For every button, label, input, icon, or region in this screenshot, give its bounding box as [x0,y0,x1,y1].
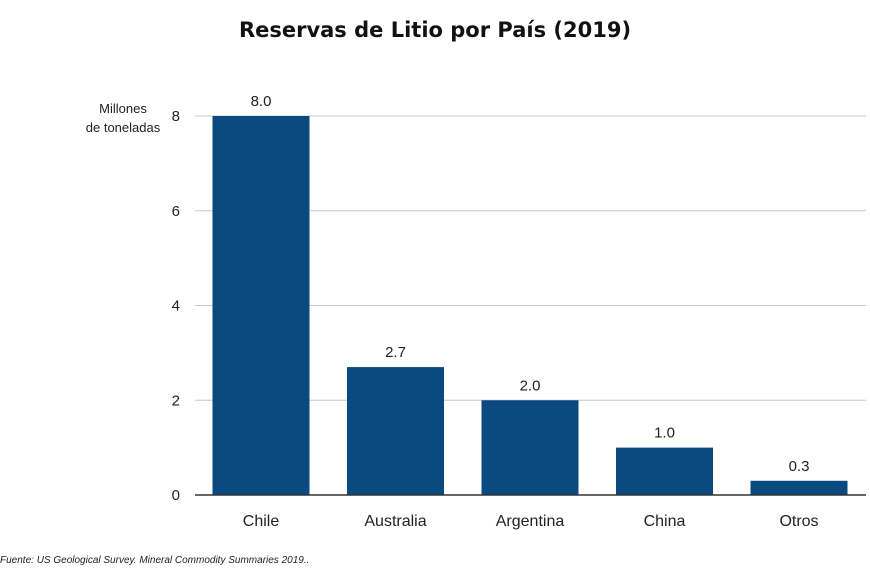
x-tick-label-chile: Chile [243,513,280,530]
chart-title: Reservas de Litio por País (2019) [238,18,632,42]
y-axis-label: Millones de toneladas [58,99,188,137]
x-tick-label-australia: Australia [364,513,426,530]
bar-australia [347,367,444,495]
y-axis-label-line-1: Millones [99,101,147,116]
x-axis-categories: Chile Australia Argentina China Otros [243,513,819,530]
y-axis-ticks: 0 2 4 6 8 [172,108,180,504]
y-tick-label-2: 2 [172,392,180,409]
y-tick-label-6: 6 [172,203,180,220]
y-tick-label-0: 0 [172,487,180,504]
y-axis-label-line-2: de toneladas [85,120,161,135]
data-label-australia: 2.7 [385,344,406,361]
x-tick-label-china: China [644,513,686,530]
x-tick-label-argentina: Argentina [496,513,565,530]
y-tick-label-8: 8 [172,108,180,125]
y-tick-label-4: 4 [172,298,180,315]
data-label-china: 1.0 [654,425,675,442]
data-label-argentina: 2.0 [520,377,541,394]
bar-chile [212,116,310,495]
data-label-otros: 0.3 [789,458,810,475]
data-labels: 8.0 2.7 2.0 1.0 0.3 [251,93,810,475]
bars [212,116,848,495]
source-note: Fuente: US Geological Survey. Mineral Co… [0,555,310,566]
bar-otros [750,480,848,495]
x-tick-label-otros: Otros [779,513,818,530]
bar-china [616,447,713,495]
data-label-chile: 8.0 [251,93,272,110]
bar-argentina [481,400,579,495]
